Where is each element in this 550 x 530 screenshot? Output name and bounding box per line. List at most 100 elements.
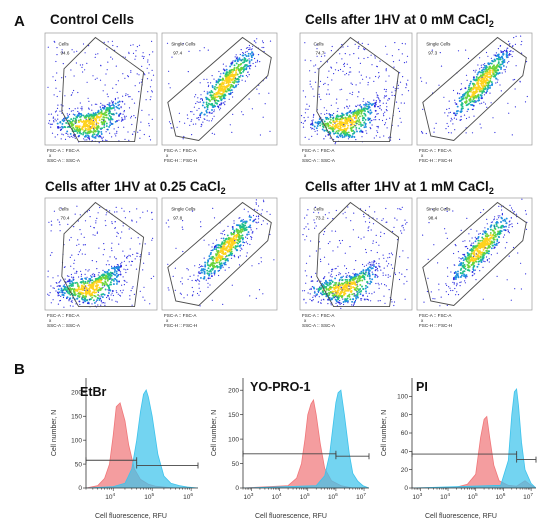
density-dot <box>74 293 77 296</box>
density-dot <box>50 230 52 232</box>
density-dot <box>350 82 352 84</box>
density-dot <box>91 140 93 142</box>
density-dot <box>129 96 131 98</box>
density-dot <box>213 115 215 117</box>
density-dot <box>360 110 362 113</box>
density-dot <box>335 120 338 123</box>
density-dot <box>336 305 338 307</box>
density-dot <box>362 263 364 266</box>
density-dot <box>181 283 183 285</box>
density-dot <box>350 122 353 125</box>
density-dot <box>236 230 239 233</box>
density-dot <box>336 135 339 138</box>
density-dot <box>110 56 112 58</box>
density-dot <box>66 291 69 294</box>
density-dot <box>494 216 496 218</box>
density-dot <box>205 103 208 106</box>
density-dot <box>145 99 147 101</box>
density-dot <box>69 305 71 307</box>
plot-frame <box>299 32 413 146</box>
density-dot <box>402 227 404 229</box>
density-dot <box>148 135 150 137</box>
density-dot <box>361 298 363 300</box>
density-dot <box>398 278 401 281</box>
density-dot <box>122 100 124 103</box>
density-dot <box>218 83 221 86</box>
density-dot <box>307 116 309 118</box>
density-dot <box>377 106 379 108</box>
density-dot <box>404 43 406 45</box>
density-dot <box>401 94 403 96</box>
density-dot <box>130 264 132 266</box>
density-dot <box>481 236 484 239</box>
density-dot <box>378 119 380 121</box>
density-dot <box>105 224 107 227</box>
density-dot <box>239 235 241 237</box>
density-dot <box>114 120 117 123</box>
density-dot <box>238 75 241 78</box>
density-dot <box>323 107 325 109</box>
density-dot <box>353 294 356 297</box>
density-dot <box>98 275 101 278</box>
gate-value: 94.6 <box>60 50 69 55</box>
density-dot <box>480 87 483 90</box>
density-dot <box>81 128 84 131</box>
density-dot <box>469 87 472 90</box>
density-dot <box>167 219 169 221</box>
density-dot <box>490 57 492 59</box>
density-dot <box>206 78 208 80</box>
density-dot <box>47 46 49 48</box>
density-dot <box>213 78 215 80</box>
density-dot <box>460 119 462 121</box>
density-dot <box>506 62 509 64</box>
density-dot <box>58 126 60 128</box>
density-dot <box>329 116 332 118</box>
density-dot <box>112 294 114 297</box>
density-dot <box>502 236 505 238</box>
density-dot <box>247 65 250 68</box>
density-dot <box>469 101 472 104</box>
density-dot <box>331 269 333 271</box>
density-dot <box>300 115 303 117</box>
density-dot <box>239 63 242 66</box>
density-dot <box>317 212 320 214</box>
gate-value: 97.3 <box>428 50 437 55</box>
density-dot <box>357 117 360 119</box>
density-dot <box>199 112 202 115</box>
density-dot <box>339 68 342 71</box>
density-dot <box>180 293 182 295</box>
density-dot <box>341 88 343 90</box>
density-dot <box>393 66 395 68</box>
density-dot <box>135 268 138 270</box>
density-dot <box>104 220 106 222</box>
density-dot <box>337 136 339 139</box>
density-dot <box>313 95 315 97</box>
density-dot <box>77 125 79 128</box>
density-dot <box>103 104 105 106</box>
density-dot <box>255 218 257 220</box>
density-dot <box>359 283 362 286</box>
density-dot <box>116 274 119 277</box>
density-dot <box>116 46 118 48</box>
density-dot <box>53 210 56 212</box>
density-dot <box>514 88 516 90</box>
density-dot <box>115 290 117 292</box>
density-dot <box>335 299 338 302</box>
density-dot <box>219 256 222 258</box>
density-dot <box>328 127 331 130</box>
density-dot <box>235 54 237 56</box>
density-dot <box>355 126 358 129</box>
density-dot <box>460 103 463 106</box>
density-dot <box>234 59 237 62</box>
density-dot <box>367 105 370 108</box>
density-dot <box>370 250 372 252</box>
density-dot <box>392 86 395 88</box>
density-dot <box>144 299 146 301</box>
density-dot <box>363 236 365 238</box>
density-dot <box>125 115 127 117</box>
density-dot <box>470 95 473 98</box>
density-dot <box>352 115 355 118</box>
density-dot <box>334 132 337 135</box>
density-dot <box>214 95 216 98</box>
